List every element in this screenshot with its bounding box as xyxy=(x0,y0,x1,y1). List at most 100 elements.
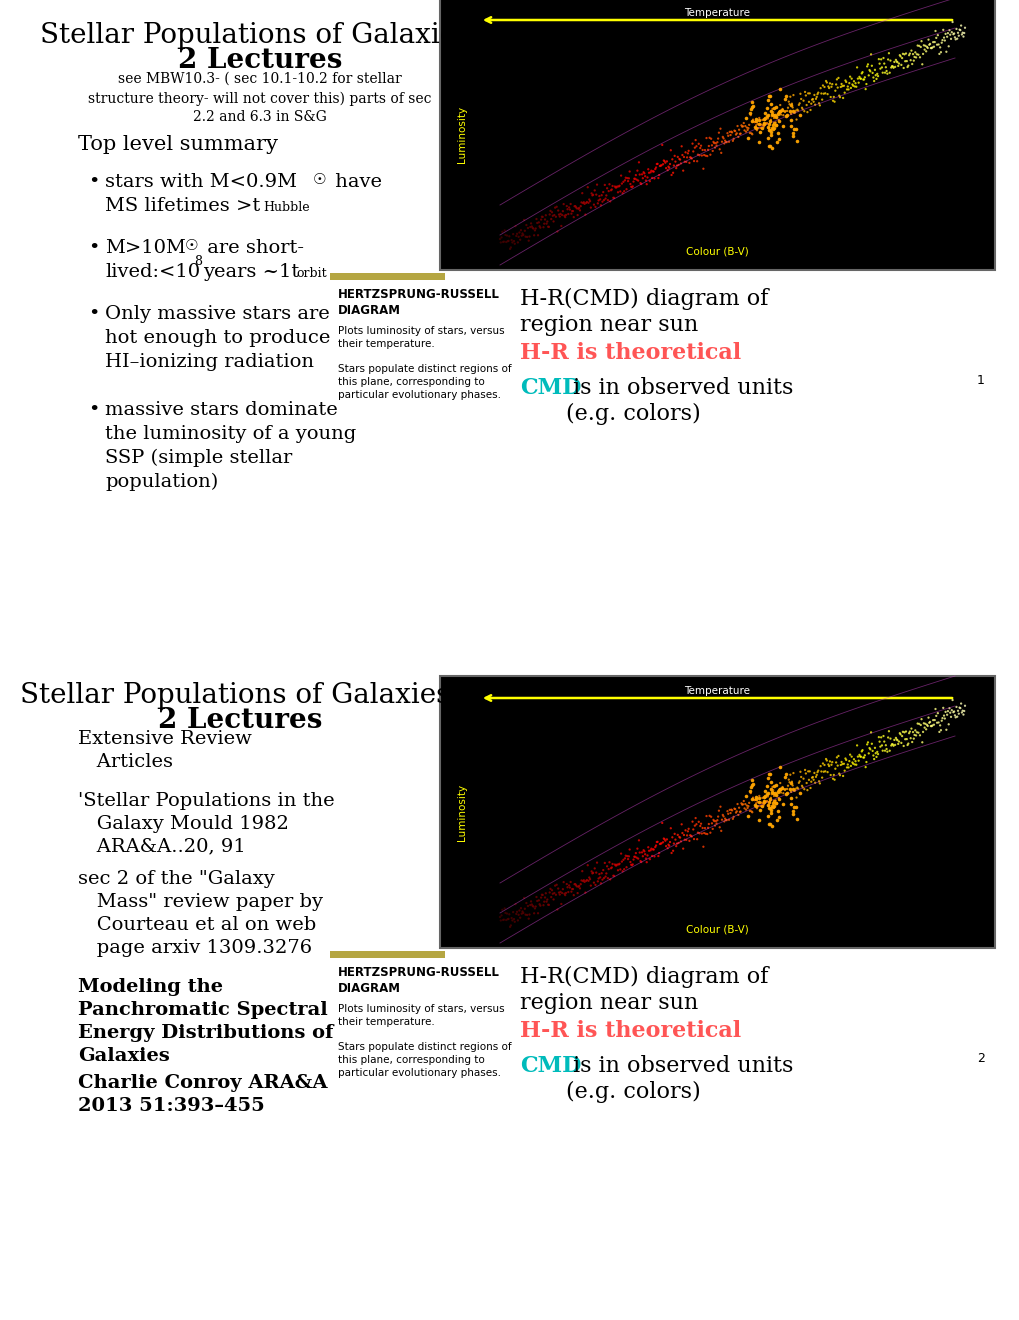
Point xyxy=(722,799,739,820)
Point xyxy=(518,892,534,913)
Point xyxy=(787,779,803,800)
Point xyxy=(935,708,952,729)
Point xyxy=(750,132,766,153)
Point xyxy=(506,911,523,932)
Point xyxy=(554,879,571,900)
Point xyxy=(750,792,766,813)
Point xyxy=(913,731,929,752)
Point xyxy=(734,795,750,816)
Point xyxy=(761,764,777,785)
Point xyxy=(744,111,760,132)
Point xyxy=(756,780,772,801)
Point xyxy=(790,94,806,115)
Point xyxy=(508,902,525,923)
Point xyxy=(940,714,956,735)
Point xyxy=(758,784,774,805)
Point xyxy=(647,836,663,857)
Point xyxy=(546,197,562,218)
Point xyxy=(549,220,566,242)
Point xyxy=(521,226,537,247)
Point xyxy=(594,191,610,213)
Point xyxy=(570,198,586,219)
Point xyxy=(807,766,823,787)
Point xyxy=(771,95,788,116)
Point xyxy=(741,115,757,136)
Point xyxy=(750,788,766,809)
Point xyxy=(954,700,970,721)
Point xyxy=(619,168,635,189)
Point xyxy=(829,67,846,88)
Point xyxy=(624,854,640,875)
Point xyxy=(833,751,849,772)
Point xyxy=(916,717,932,738)
Point xyxy=(545,205,561,226)
Point xyxy=(551,206,568,227)
Point xyxy=(871,58,888,79)
Point xyxy=(774,793,791,814)
Point xyxy=(799,83,815,104)
Point xyxy=(679,143,695,164)
Point xyxy=(806,772,822,793)
Point xyxy=(582,875,598,896)
Point xyxy=(615,859,632,880)
Point xyxy=(529,903,545,924)
Point xyxy=(890,55,906,77)
Point xyxy=(952,697,968,718)
Point xyxy=(663,149,680,170)
Point xyxy=(698,128,714,149)
Point xyxy=(598,855,614,876)
Point xyxy=(854,739,870,760)
Point xyxy=(804,767,820,788)
Point xyxy=(508,223,525,244)
Text: H-R(CMD) diagram of
region near sun: H-R(CMD) diagram of region near sun xyxy=(520,966,767,1014)
Point xyxy=(647,157,663,178)
Point xyxy=(759,785,775,807)
Point xyxy=(707,132,723,153)
Point xyxy=(909,713,925,734)
Point xyxy=(919,715,935,737)
Point xyxy=(572,199,588,220)
Point xyxy=(887,57,903,78)
Point xyxy=(783,781,799,803)
Text: have: have xyxy=(329,173,382,191)
Point xyxy=(793,775,809,796)
Point xyxy=(874,726,891,747)
Point xyxy=(822,77,839,98)
Point xyxy=(820,78,837,99)
Point xyxy=(867,746,883,767)
Point xyxy=(640,841,656,862)
Point xyxy=(525,896,541,917)
Point xyxy=(661,153,678,174)
Point xyxy=(743,801,759,822)
Point xyxy=(776,780,793,801)
Point xyxy=(740,117,756,139)
Point xyxy=(847,73,863,94)
Point xyxy=(946,26,962,48)
Point xyxy=(621,168,637,189)
Point xyxy=(601,191,618,213)
Point xyxy=(500,226,517,247)
Point xyxy=(864,744,880,766)
Point xyxy=(818,83,835,104)
Point xyxy=(786,780,802,801)
Text: CMD: CMD xyxy=(520,378,581,399)
Point xyxy=(818,762,835,783)
Point xyxy=(519,904,535,925)
Point xyxy=(770,756,787,777)
Point xyxy=(936,24,953,45)
Point xyxy=(782,764,798,785)
Point xyxy=(912,714,928,735)
Point xyxy=(630,830,646,851)
Point xyxy=(755,785,771,807)
Point xyxy=(789,808,805,829)
Point xyxy=(838,71,854,92)
Point xyxy=(753,114,769,135)
Point xyxy=(760,86,776,107)
Point xyxy=(493,904,510,925)
Point xyxy=(922,37,938,58)
Point xyxy=(610,176,627,197)
Point xyxy=(893,48,909,69)
Point xyxy=(689,144,705,165)
Point xyxy=(616,847,633,869)
Point xyxy=(786,102,802,123)
